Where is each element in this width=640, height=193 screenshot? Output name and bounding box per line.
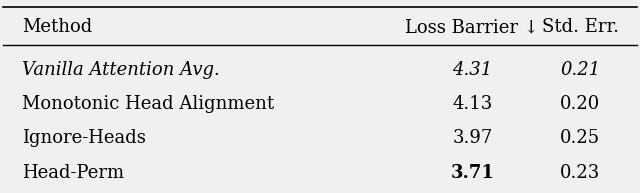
Text: 0.20: 0.20	[560, 95, 600, 113]
Text: Std. Err.: Std. Err.	[541, 18, 619, 36]
Text: 4.13: 4.13	[452, 95, 492, 113]
Text: Monotonic Head Alignment: Monotonic Head Alignment	[22, 95, 274, 113]
Text: 0.21: 0.21	[560, 61, 600, 79]
Text: Loss Barrier ↓: Loss Barrier ↓	[405, 18, 540, 36]
Text: Vanilla Attention Avg.: Vanilla Attention Avg.	[22, 61, 220, 79]
Text: Method: Method	[22, 18, 92, 36]
Text: 0.23: 0.23	[560, 164, 600, 182]
Text: Ignore-Heads: Ignore-Heads	[22, 129, 146, 147]
Text: 4.31: 4.31	[452, 61, 492, 79]
Text: 3.97: 3.97	[452, 129, 492, 147]
Text: 3.71: 3.71	[451, 164, 494, 182]
Text: Head-Perm: Head-Perm	[22, 164, 124, 182]
Text: 0.25: 0.25	[560, 129, 600, 147]
